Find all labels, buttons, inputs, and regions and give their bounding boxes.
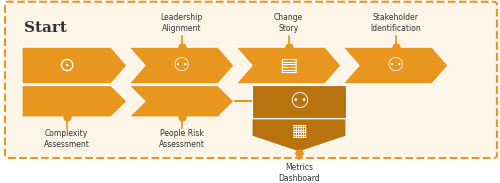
Text: People Risk
Assessment: People Risk Assessment [158, 129, 204, 149]
Polygon shape [343, 47, 448, 84]
Polygon shape [252, 119, 346, 152]
Bar [252, 85, 346, 118]
Polygon shape [129, 86, 234, 117]
FancyBboxPatch shape [5, 2, 497, 158]
Text: Stakeholder
Identification: Stakeholder Identification [370, 13, 421, 33]
Text: ▦: ▦ [291, 122, 307, 140]
Polygon shape [129, 47, 234, 84]
Text: Change
Story: Change Story [274, 13, 303, 33]
Polygon shape [22, 47, 127, 84]
Text: ⚇: ⚇ [387, 56, 404, 75]
Text: Complexity
Assessment: Complexity Assessment [44, 129, 90, 149]
Polygon shape [22, 86, 127, 117]
Text: ▤: ▤ [280, 56, 297, 75]
Text: ⚇: ⚇ [173, 56, 190, 75]
Text: ⚇: ⚇ [289, 91, 309, 111]
Polygon shape [236, 47, 341, 84]
Text: Metrics
Dashboard: Metrics Dashboard [278, 163, 320, 183]
Text: ⊙: ⊙ [58, 56, 74, 75]
Text: Start: Start [24, 21, 67, 35]
Text: Leadership
Alignment: Leadership Alignment [160, 13, 202, 33]
